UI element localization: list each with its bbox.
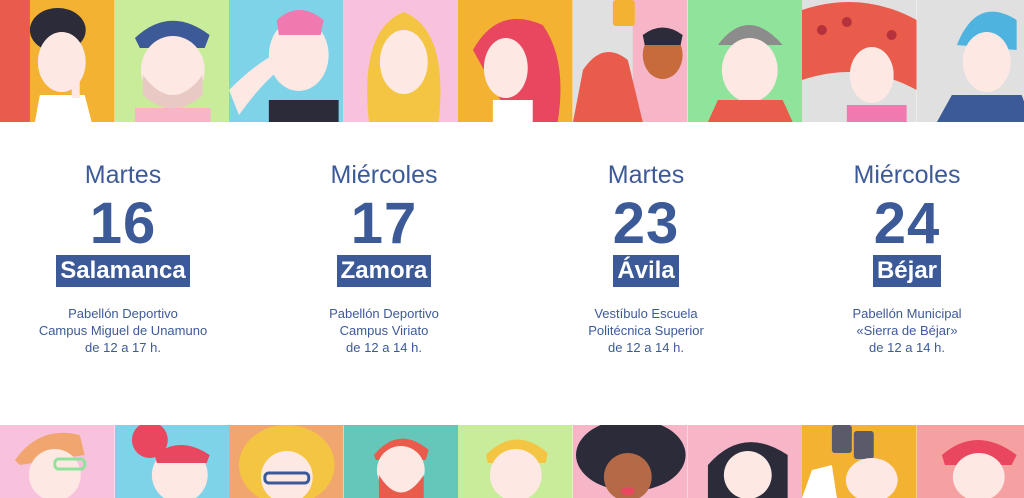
bottom-illustration-strip (0, 425, 1024, 498)
illustration-red-haired-woman (458, 0, 573, 122)
event-weekday: Miércoles (330, 161, 438, 189)
illustration-red-polka-hair (802, 0, 917, 122)
venue-line: Pabellón Deportivo (68, 306, 178, 321)
event-weekday: Miércoles (853, 161, 961, 189)
venue-line: Pabellón Deportivo (329, 306, 439, 321)
event-day-number: 17 (350, 191, 418, 256)
event-list: Martes 16 Salamanca Pabellón Deportivo C… (0, 122, 1024, 425)
venue-line: Campus Viriato (339, 323, 429, 338)
illustration-curly-dark-hair (572, 425, 688, 498)
illustration-woman-hands-face (687, 425, 803, 498)
event-card-zamora: Miércoles 17 Zamora Pabellón Deportivo C… (264, 160, 504, 356)
event-venue: Pabellón Deportivo Campus Viriato de 12 … (264, 305, 504, 356)
venue-line: Campus Miguel de Unamuno (38, 323, 208, 338)
venue-line: Politécnica Superior (588, 323, 704, 338)
event-card-avila: Martes 23 Ávila Vestíbulo Escuela Polité… (526, 160, 766, 356)
venue-line: Pabellón Municipal (852, 306, 962, 321)
illustration-red-haired-man (916, 425, 1024, 498)
illustration-blue-hair-woman (916, 0, 1024, 122)
illustration-curly-glasses-woman (229, 425, 344, 498)
event-weekday: Martes (84, 161, 162, 189)
event-city: Zamora (336, 255, 432, 287)
illustration-woman-peace-sign (229, 0, 344, 122)
event-day-number: 16 (89, 191, 157, 256)
venue-time: de 12 a 17 h. (85, 340, 161, 355)
event-card-bejar: Miércoles 24 Béjar Pabellón Municipal «S… (787, 160, 1024, 356)
event-venue: Pabellón Municipal «Sierra de Béjar» de … (787, 305, 1024, 356)
illustration-person-selfie (572, 0, 688, 122)
venue-time: de 12 a 14 h. (869, 340, 945, 355)
event-day-number: 24 (873, 191, 941, 256)
event-city: Béjar (872, 255, 942, 287)
illustration-binoculars-person (802, 425, 917, 498)
illustration-man-blue-hair (114, 0, 230, 122)
illustration-blonde-man (458, 425, 573, 498)
event-city: Ávila (613, 255, 679, 287)
venue-line: Vestíbulo Escuela (594, 306, 698, 321)
illustration-man-beanie (687, 0, 803, 122)
illustration-glasses-man (0, 425, 115, 498)
event-city: Salamanca (56, 255, 190, 287)
illustration-blonde-woman (343, 0, 459, 122)
top-illustration-strip (0, 0, 1024, 122)
illustration-red-bun-woman (114, 425, 230, 498)
venue-time: de 12 a 14 h. (346, 340, 422, 355)
event-day-number: 23 (612, 191, 680, 256)
event-venue: Vestíbulo Escuela Politécnica Superior d… (526, 305, 766, 356)
venue-time: de 12 a 14 h. (608, 340, 684, 355)
illustration-red-beard-man (343, 425, 459, 498)
event-card-salamanca: Martes 16 Salamanca Pabellón Deportivo C… (3, 160, 243, 356)
illustration-person-finger-lips (0, 0, 115, 122)
venue-line: «Sierra de Béjar» (856, 323, 958, 338)
event-weekday: Martes (607, 161, 685, 189)
event-venue: Pabellón Deportivo Campus Miguel de Unam… (3, 305, 243, 356)
